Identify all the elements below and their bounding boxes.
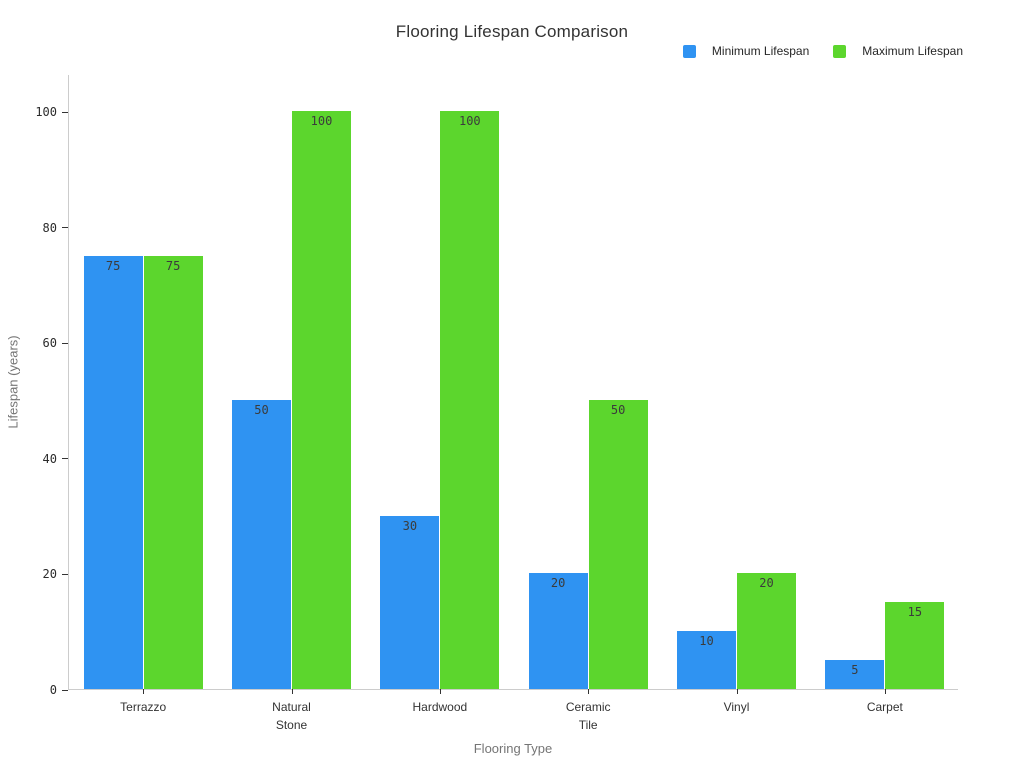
x-tick-mark xyxy=(291,689,293,694)
legend: Minimum Lifespan Maximum Lifespan xyxy=(682,44,963,58)
bar-max-terrazzo: 75 xyxy=(143,255,203,689)
bar-max-ceramic-tile: 50 xyxy=(588,400,648,689)
chart-title: Flooring Lifespan Comparison xyxy=(395,22,629,41)
y-tick-mark xyxy=(62,573,68,575)
x-tick-label: Natural Stone xyxy=(272,700,311,732)
y-tick-mark xyxy=(62,227,68,229)
bar-value-label: 75 xyxy=(165,258,181,273)
x-axis-title: Flooring Type xyxy=(473,741,553,756)
bar-min-natural-stone: 50 xyxy=(232,400,291,689)
y-tick-label: 40 xyxy=(42,451,57,466)
y-tick-mark xyxy=(62,111,68,113)
y-tick-mark xyxy=(62,342,68,344)
x-tick-label: Hardwood xyxy=(412,700,468,714)
legend-swatch-icon xyxy=(682,44,696,58)
bar-value-label: 100 xyxy=(458,114,481,128)
y-tick-label: 20 xyxy=(42,567,57,582)
x-tick-label: Vinyl xyxy=(723,700,750,714)
plot-area: 0 20 40 60 80 100 Terrazzo 75 75 Natural Stone 50 1… xyxy=(35,75,958,732)
bar-value-label: 30 xyxy=(402,518,418,533)
x-tick-mark xyxy=(884,689,886,694)
y-axis-title: Lifespan (years) xyxy=(5,335,21,429)
x-tick-label: Terrazzo xyxy=(120,700,167,714)
bar-value-label: 20 xyxy=(759,576,774,591)
bar-value-label: 15 xyxy=(907,605,923,620)
bar-min-carpet: 5 xyxy=(825,660,885,689)
bar-value-label: 10 xyxy=(699,634,714,649)
bar-value-label: 50 xyxy=(610,403,626,417)
bar-max-hardwood: 100 xyxy=(440,111,500,689)
y-tick-label: 60 xyxy=(42,336,57,351)
legend-swatch-icon xyxy=(833,44,847,58)
x-tick-label: Ceramic Tile xyxy=(565,700,611,732)
legend-label: Minimum Lifespan xyxy=(711,44,810,58)
bar-max-carpet: 15 xyxy=(885,602,945,689)
x-tick-mark xyxy=(588,689,590,694)
bar-min-ceramic-tile: 20 xyxy=(528,573,588,689)
bar-value-label: 20 xyxy=(550,576,566,591)
bar-min-terrazzo: 75 xyxy=(83,255,143,689)
bar-value-label: 50 xyxy=(254,403,269,417)
legend-item: Minimum Lifespan xyxy=(682,44,810,58)
legend-label: Maximum Lifespan xyxy=(862,44,963,58)
bar-min-hardwood: 30 xyxy=(380,515,440,689)
x-tick-mark xyxy=(439,689,441,694)
y-tick-label: 0 xyxy=(49,683,57,697)
x-tick-mark xyxy=(143,689,145,694)
bar-value-label: 5 xyxy=(851,663,859,678)
bar-min-vinyl: 10 xyxy=(677,631,736,689)
legend-item: Maximum Lifespan xyxy=(833,44,963,58)
bar-value-label: 75 xyxy=(105,258,121,273)
bar-max-natural-stone: 100 xyxy=(292,111,351,689)
bar-value-label: 100 xyxy=(310,114,333,128)
y-tick-mark xyxy=(62,689,68,691)
y-tick-label: 100 xyxy=(35,105,57,119)
x-tick-mark xyxy=(736,689,738,694)
y-tick-mark xyxy=(62,458,68,460)
bar-max-vinyl: 20 xyxy=(737,573,796,689)
x-tick-label: Carpet xyxy=(866,700,903,714)
y-tick-label: 80 xyxy=(42,220,57,235)
